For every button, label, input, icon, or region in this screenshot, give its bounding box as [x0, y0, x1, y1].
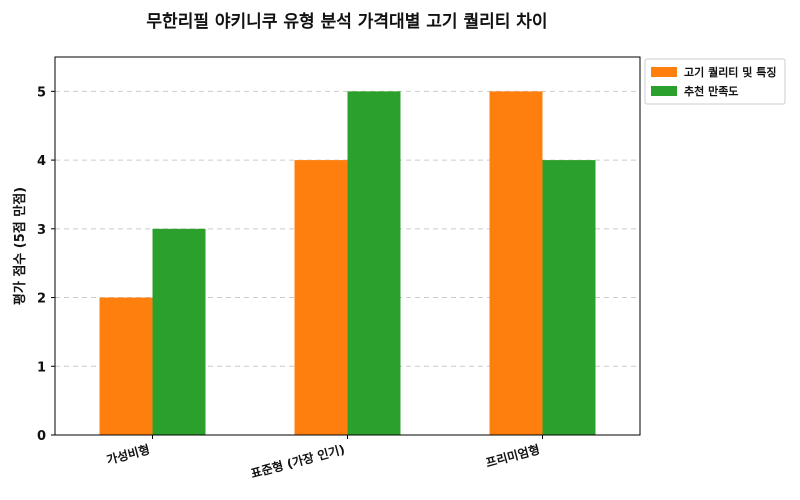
y-axis-label: 평가 점수 (5점 만점)	[12, 187, 28, 305]
y-tick-label: 4	[37, 154, 46, 169]
bar	[542, 160, 596, 435]
legend-swatch-satisfaction	[651, 86, 677, 96]
x-tick-label: 프리미엄형	[484, 441, 541, 470]
y-axis: 0 1 2 3 4 5	[37, 85, 55, 444]
legend: 고기 퀄리티 및 특징 추천 만족도	[644, 58, 786, 105]
bar	[99, 297, 153, 435]
chart-title: 무한리필 야키니쿠 유형 분석 가격대별 고기 퀄리티 차이	[146, 11, 547, 32]
y-tick-label: 0	[37, 429, 46, 444]
legend-label-satisfaction: 추천 만족도	[684, 84, 738, 98]
bar	[152, 228, 206, 435]
x-axis: 가성비형 표준형 (가장 인기) 프리미엄형	[105, 435, 543, 481]
y-tick-label: 2	[37, 292, 46, 307]
y-tick-label: 1	[37, 360, 46, 375]
bar	[489, 91, 543, 435]
legend-box	[644, 58, 786, 105]
x-tick-label: 표준형 (가장 인기)	[249, 441, 346, 480]
x-tick-label: 가성비형	[105, 441, 152, 467]
legend-swatch-quality	[651, 67, 677, 77]
y-tick-label: 3	[37, 223, 46, 238]
y-tick-label: 5	[37, 85, 46, 100]
legend-label-quality: 고기 퀄리티 및 특징	[684, 65, 776, 79]
bar	[347, 91, 401, 435]
bar	[294, 160, 348, 435]
bars	[99, 91, 596, 435]
